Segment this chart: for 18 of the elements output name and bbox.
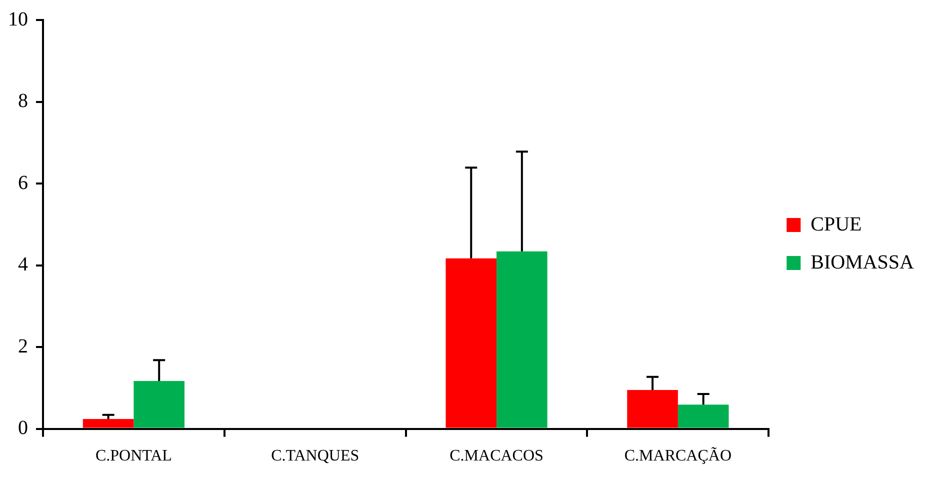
y-tick-label: 6 bbox=[18, 172, 28, 194]
legend-label: CPUE bbox=[810, 213, 862, 236]
y-tick-label: 10 bbox=[8, 8, 28, 30]
bar bbox=[446, 258, 497, 428]
bar bbox=[82, 418, 134, 428]
legend-label: BIOMASSA bbox=[810, 251, 915, 274]
bar bbox=[627, 390, 678, 428]
x-tick-label: C.MACACOS bbox=[450, 448, 544, 465]
x-tick-label: C.MARCAÇÃO bbox=[624, 446, 732, 465]
y-tick-label: 2 bbox=[18, 335, 28, 358]
x-tick-label: C.TANQUES bbox=[271, 448, 360, 465]
x-tick-label: C.PONTAL bbox=[95, 448, 172, 465]
y-tick-label: 8 bbox=[18, 90, 28, 112]
bar bbox=[134, 380, 184, 428]
bar bbox=[678, 404, 729, 428]
y-tick-label: 0 bbox=[18, 417, 28, 440]
bar bbox=[496, 251, 548, 428]
y-tick-label: 4 bbox=[18, 254, 28, 276]
